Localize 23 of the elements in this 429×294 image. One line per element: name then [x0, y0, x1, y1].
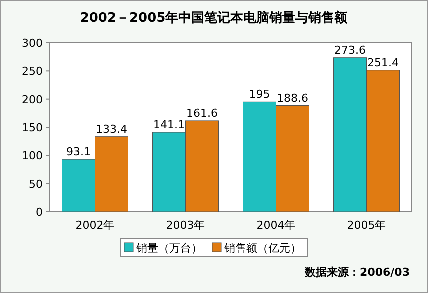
data-label: 188.6	[277, 92, 308, 105]
chart-title: 2002－2005年中国笔记本电脑销量与销售额	[80, 10, 349, 26]
y-tick-label: 250	[22, 65, 43, 78]
x-tick-label: 2003年	[166, 219, 206, 232]
data-label: 133.4	[96, 122, 128, 136]
y-tick-label: 0	[36, 206, 43, 219]
source-note: 数据来源：2006/03	[304, 266, 410, 279]
x-tick-label: 2004年	[256, 219, 296, 232]
data-label: 251.4	[368, 56, 399, 70]
data-label: 93.1	[66, 146, 91, 159]
y-tick-label: 100	[22, 150, 43, 163]
data-label: 273.6	[334, 44, 366, 57]
x-tick-label: 2002年	[76, 219, 115, 232]
legend-label: 销售额（亿元）	[224, 242, 302, 255]
data-label: 195	[249, 88, 270, 102]
y-tick-label: 150	[22, 122, 43, 134]
legend-label: 销量（万台）	[136, 242, 202, 255]
y-tick-label: 50	[29, 178, 43, 191]
data-label: 141.1	[154, 118, 185, 132]
x-tick-label: 2005年	[347, 219, 386, 232]
data-label: 161.6	[186, 106, 218, 120]
y-tick-label: 300	[22, 37, 43, 50]
y-tick-label: 200	[22, 93, 43, 106]
